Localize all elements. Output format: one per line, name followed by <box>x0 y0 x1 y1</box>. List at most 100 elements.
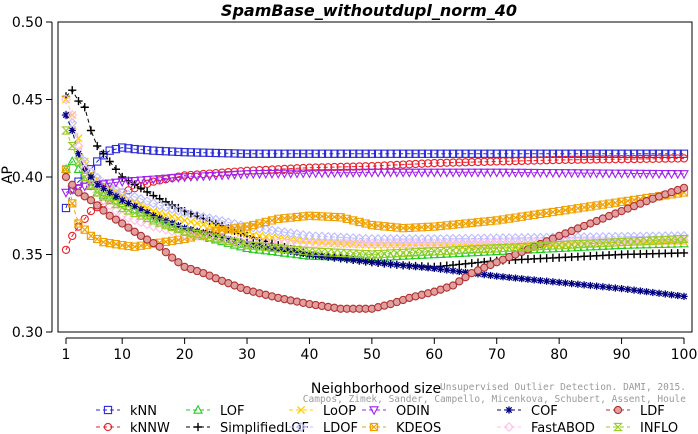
point-lof <box>67 156 78 166</box>
point-knnw <box>61 245 71 254</box>
point-cof <box>505 273 513 282</box>
point-ldof <box>129 191 140 202</box>
point-inflo <box>585 239 596 248</box>
point-cof <box>568 280 576 288</box>
x-tick-label: 80 <box>550 347 568 363</box>
point-inflo <box>341 249 352 258</box>
point-odin <box>410 168 421 178</box>
point-kdeos <box>68 199 77 208</box>
point-cof <box>343 255 351 263</box>
point-knnw <box>667 154 676 163</box>
point-odin <box>366 168 377 178</box>
point-loop <box>193 219 202 228</box>
point-loop <box>199 220 208 229</box>
point-knnw <box>555 155 564 165</box>
point-simplifiedlof <box>93 141 102 151</box>
point-odin <box>666 170 677 180</box>
point-inflo <box>622 237 633 246</box>
point-inflo <box>416 247 427 257</box>
point-knn <box>192 148 202 157</box>
point-knnw <box>679 154 689 163</box>
point-knnw <box>342 162 352 171</box>
point-ldof <box>173 205 184 216</box>
point-knnw <box>673 154 682 163</box>
point-cof <box>399 261 407 269</box>
point-inflo <box>179 227 190 236</box>
legend-item-odin: ODIN <box>362 404 430 419</box>
x-tick-label: 20 <box>176 347 194 363</box>
point-odin <box>117 177 128 188</box>
point-knn <box>149 146 158 155</box>
point-knnw <box>511 156 520 166</box>
point-cof <box>674 291 682 300</box>
point-cof <box>68 126 76 135</box>
point-odin <box>547 169 558 179</box>
point-inflo <box>591 239 602 248</box>
point-knn <box>604 149 614 158</box>
point-inflo <box>435 246 446 256</box>
point-cof <box>499 273 507 281</box>
point-knn <box>467 149 476 158</box>
x-tick-label: 30 <box>238 347 256 363</box>
point-cof <box>418 263 426 271</box>
point-ldof <box>354 233 365 244</box>
legend-marker-lof <box>193 404 203 414</box>
point-inflo <box>279 244 290 254</box>
point-fastabod <box>148 221 159 232</box>
point-ldf <box>105 211 114 220</box>
point-inflo <box>160 220 171 229</box>
point-inflo <box>242 241 252 250</box>
point-odin <box>423 168 433 178</box>
point-odin <box>323 169 334 179</box>
legend-item-simplifiedlof: SimplifiedLOF <box>186 421 309 434</box>
point-knnw <box>642 154 651 164</box>
point-ldof <box>329 232 340 243</box>
point-knn <box>242 149 252 158</box>
x-axis-label: Neighborhood size <box>311 381 441 397</box>
point-inflo <box>597 238 608 248</box>
point-cof <box>524 275 532 283</box>
point-odin <box>179 173 190 183</box>
point-inflo <box>61 126 71 135</box>
point-inflo <box>460 245 471 254</box>
point-odin <box>304 169 315 179</box>
point-odin <box>491 168 502 178</box>
point-ldof <box>316 231 327 242</box>
x-tick-label: 40 <box>301 347 319 363</box>
point-inflo <box>360 250 371 259</box>
point-simplifiedlof <box>161 197 170 206</box>
point-knnw <box>486 157 495 166</box>
point-knn <box>355 149 364 158</box>
point-knnw <box>80 214 89 223</box>
point-odin <box>329 169 340 179</box>
point-knn <box>567 149 576 158</box>
point-knnw <box>280 164 289 174</box>
point-odin <box>79 182 90 192</box>
point-knnw <box>629 154 639 164</box>
point-odin <box>129 176 140 187</box>
point-inflo <box>516 242 527 252</box>
point-inflo <box>541 241 552 250</box>
point-ldf <box>167 253 177 262</box>
point-odin <box>73 184 84 194</box>
point-odin <box>622 169 633 179</box>
point-inflo <box>473 245 483 254</box>
point-knn <box>249 149 258 158</box>
point-simplifiedlof <box>80 103 89 112</box>
point-odin <box>167 174 178 184</box>
point-cof <box>493 272 501 280</box>
point-odin <box>260 169 271 180</box>
point-knn <box>342 149 352 158</box>
legend-item-fastabod: FastABOD <box>497 421 595 434</box>
point-cof <box>137 205 145 214</box>
point-odin <box>404 168 415 178</box>
point-knn <box>548 149 558 158</box>
point-inflo <box>560 240 571 250</box>
point-ldf <box>448 281 458 290</box>
point-inflo <box>391 249 402 258</box>
point-odin <box>560 169 571 179</box>
legend-item-lof: LOF <box>186 404 245 419</box>
point-knnw <box>311 163 320 172</box>
point-simplifiedlof <box>86 126 96 135</box>
